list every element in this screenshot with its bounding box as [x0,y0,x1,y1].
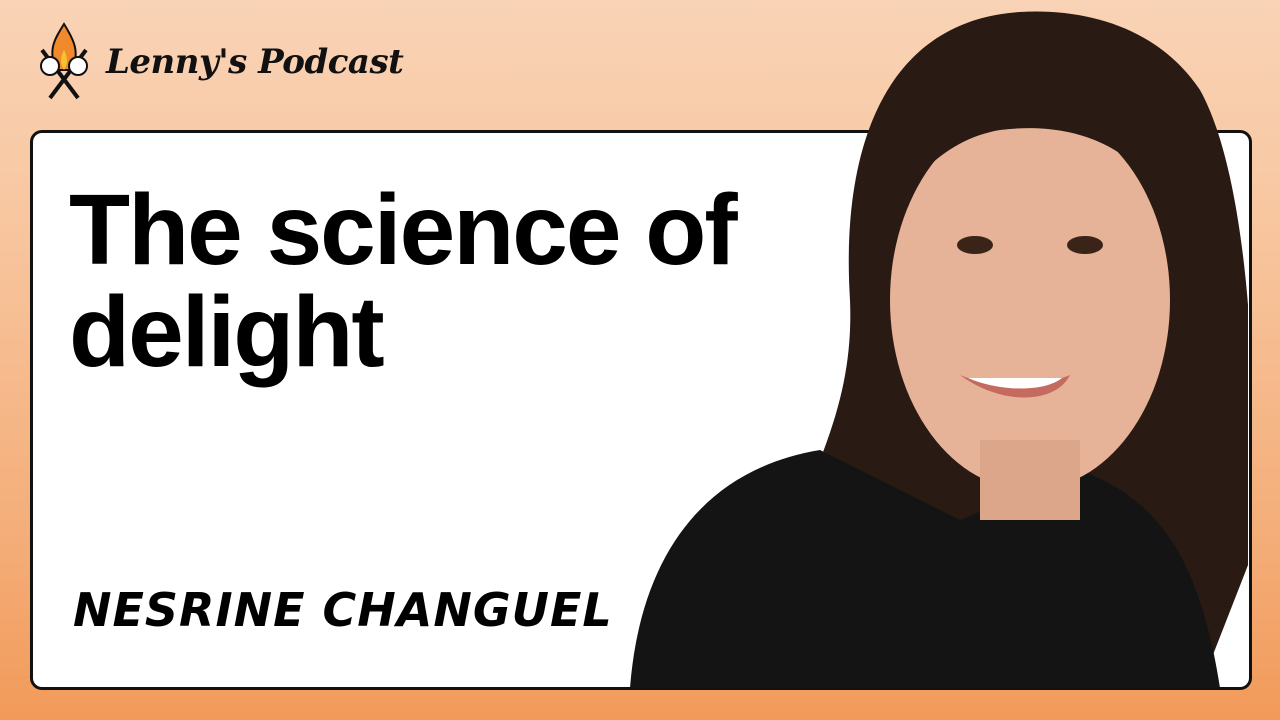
guest-photo [630,11,1248,688]
podcast-name: Lenny's Podcast [106,42,404,82]
podcast-logo: Lenny's Podcast [34,20,404,104]
guest-name: NESRINE CHANGUEL [73,583,613,637]
campfire-marshmallow-icon [40,22,88,100]
episode-title: The science of delight [69,174,738,388]
